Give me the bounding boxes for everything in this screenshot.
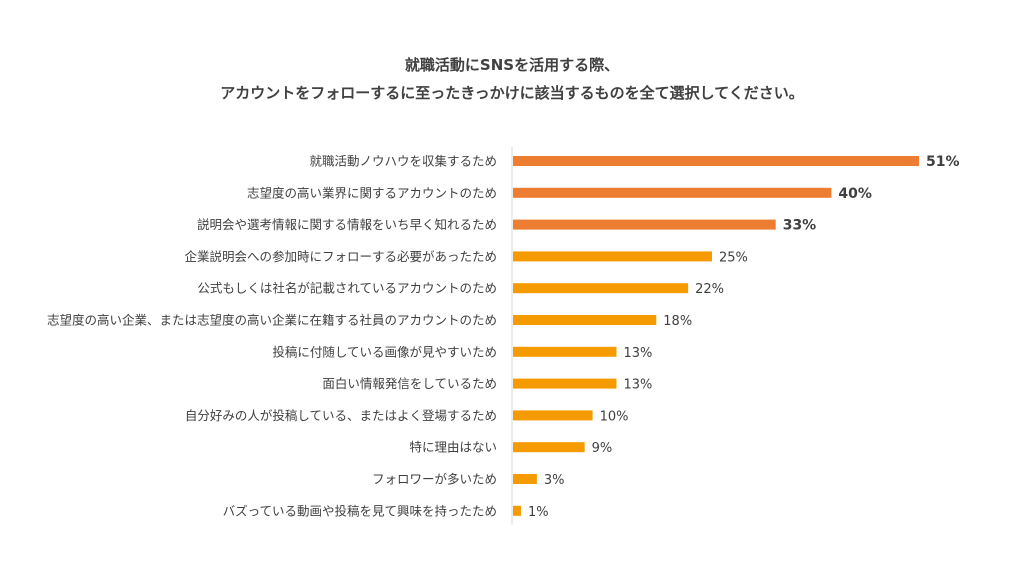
value-label: 10% — [600, 409, 629, 424]
bar — [513, 410, 593, 421]
category-label: 面白い情報発信をしているため — [322, 376, 497, 391]
chart-title-line-1: 就職活動にSNSを活用する際、 — [404, 56, 620, 74]
value-label: 18% — [663, 314, 692, 329]
bar — [513, 251, 713, 262]
bar — [513, 474, 537, 484]
category-label: 説明会や選考情報に関する情報をいち早く知れるため — [197, 217, 497, 232]
value-label: 9% — [592, 441, 613, 456]
category-label: 自分好みの人が投稿している、またはよく登場するため — [185, 408, 497, 423]
value-label: 13% — [623, 346, 652, 361]
value-label: 13% — [623, 378, 652, 393]
bar — [513, 505, 521, 516]
value-label: 1% — [528, 505, 549, 520]
category-label: 志望度の高い企業、または志望度の高い企業に在籍する社員のアカウントのため — [47, 313, 497, 328]
category-label: フォロワーが多いため — [372, 472, 497, 487]
chart-title-line-2: アカウントをフォローするに至ったきっかけに該当するものを全て選択してください。 — [220, 84, 804, 102]
bar — [513, 156, 919, 166]
value-label: 25% — [719, 250, 748, 265]
value-label: 22% — [695, 282, 724, 297]
bar — [513, 346, 617, 357]
category-label: 特に理由はない — [409, 440, 497, 455]
bar — [513, 315, 657, 325]
bar — [513, 442, 585, 453]
category-label: 志望度の高い業界に関するアカウントのため — [247, 185, 497, 200]
bar — [513, 378, 617, 389]
category-label: 投稿に付随している画像が見やすいため — [272, 344, 497, 359]
category-label: 企業説明会への参加時にフォローする必要があったため — [184, 249, 497, 264]
value-label: 40% — [838, 186, 872, 202]
value-label: 3% — [544, 473, 565, 488]
bar — [513, 219, 776, 230]
value-label: 33% — [783, 218, 817, 234]
bar — [513, 187, 832, 198]
value-label: 51% — [926, 154, 960, 170]
category-label: 公式もしくは社名が記載されているアカウントのため — [197, 281, 497, 296]
bar — [513, 283, 689, 294]
category-label: 就職活動ノウハウを収集するため — [309, 154, 497, 169]
category-label: バズっている動画や投稿を見て興味を持ったため — [223, 503, 497, 518]
